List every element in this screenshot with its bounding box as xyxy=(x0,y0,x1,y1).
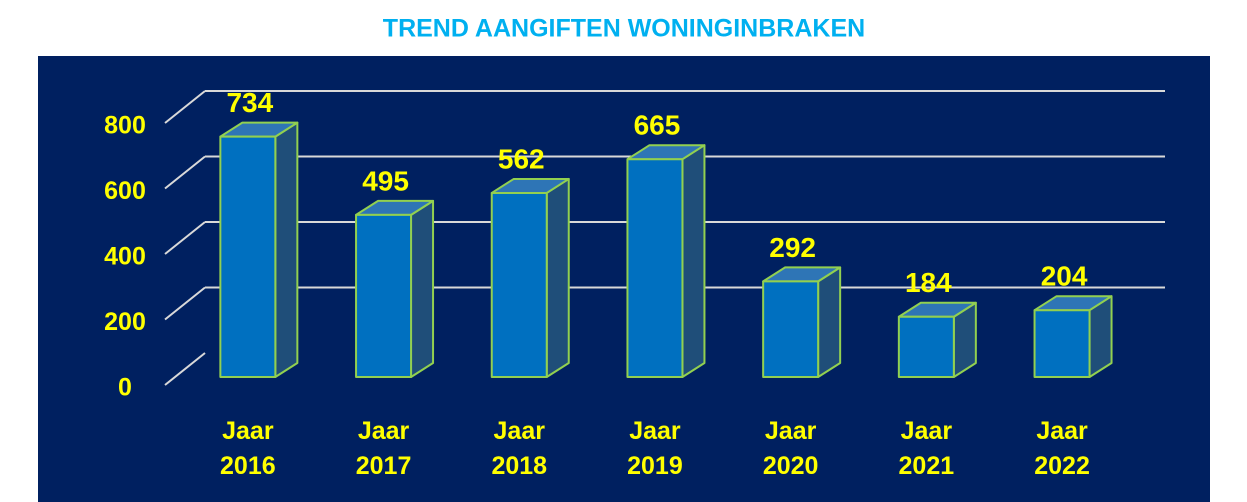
value-label: 495 xyxy=(362,165,409,196)
grid-line xyxy=(164,155,206,190)
value-label: 292 xyxy=(769,232,816,263)
y-tick-label: 400 xyxy=(104,243,146,271)
x-tick-label: Jaar 2022 xyxy=(1034,417,1090,480)
y-tick-label: 800 xyxy=(104,112,146,140)
bar xyxy=(355,199,435,378)
bar-front xyxy=(897,315,955,378)
value-label: 734 xyxy=(226,87,273,118)
bar-side xyxy=(545,177,570,378)
x-tick-label: Jaar 2020 xyxy=(762,417,819,480)
bar-front xyxy=(219,135,277,378)
bar xyxy=(897,301,977,378)
bar-side xyxy=(817,266,842,378)
bar-front xyxy=(490,191,548,378)
value-label: 184 xyxy=(905,267,952,298)
bar xyxy=(490,177,570,378)
bar xyxy=(626,144,706,378)
x-tick-label: Jaar 2018 xyxy=(491,417,548,480)
bar-side xyxy=(681,144,706,378)
x-tick-label: Jaar 2021 xyxy=(898,417,955,480)
chart-title: TREND AANGIFTEN WONINGINBRAKEN xyxy=(383,15,865,43)
x-tick-label: Jaar 2017 xyxy=(355,417,412,480)
bar-side xyxy=(410,199,435,378)
grid-line xyxy=(164,352,206,386)
x-tick-label: Jaar 2019 xyxy=(627,417,683,480)
bar-front xyxy=(355,213,413,378)
bar xyxy=(219,121,299,378)
bar-side xyxy=(274,121,299,378)
grid-line xyxy=(164,221,206,255)
bar-front xyxy=(1033,309,1091,378)
y-tick-label: 600 xyxy=(104,177,146,205)
bar-front xyxy=(762,280,820,378)
y-tick-label: 0 xyxy=(118,374,132,402)
grid-line xyxy=(164,286,206,321)
x-tick-label: Jaar 2016 xyxy=(220,417,276,480)
value-label: 204 xyxy=(1041,261,1088,292)
bar xyxy=(1033,295,1113,378)
value-label: 665 xyxy=(634,110,681,141)
value-label: 562 xyxy=(498,143,545,174)
y-tick-label: 200 xyxy=(104,308,146,336)
bar-front xyxy=(626,158,684,378)
bar xyxy=(762,266,842,378)
grid-line xyxy=(164,90,206,124)
